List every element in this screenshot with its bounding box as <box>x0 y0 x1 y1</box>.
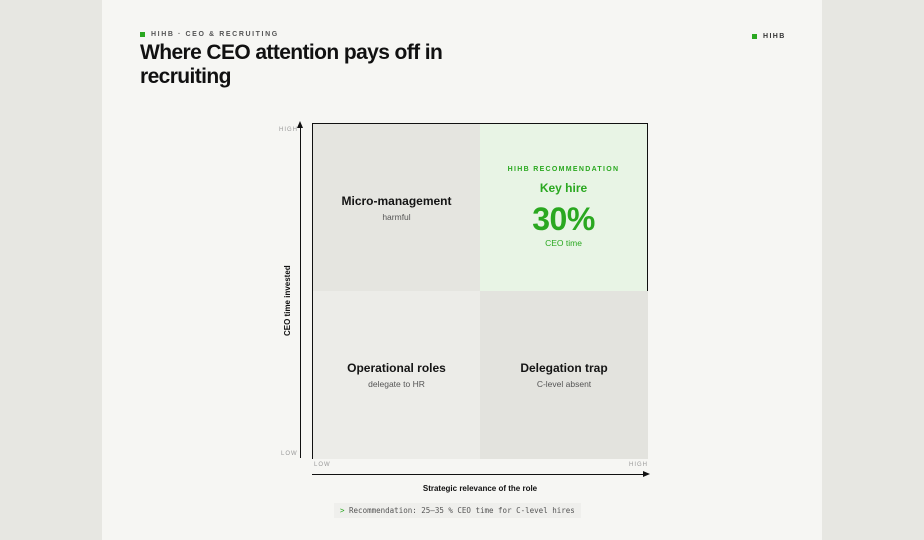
brand-square-icon <box>752 33 757 39</box>
recommendation-text: Recommendation: 25–35 % CEO time for C-l… <box>349 506 575 515</box>
quadrant-subtitle: C-level absent <box>536 379 592 389</box>
quadrant-title: Micro-management <box>341 194 452 208</box>
x-axis-high: HIGH <box>629 462 648 468</box>
eyebrow-text: HIHB · CEO & RECRUITING <box>151 31 279 38</box>
priority-matrix: Micro-management harmful HIHB RECOMMENDA… <box>312 123 648 459</box>
recommendation-callout: > Recommendation: 25–35 % CEO time for C… <box>334 503 581 518</box>
quadrant-operational-roles: Operational roles delegate to HR <box>312 291 480 459</box>
quadrant-title: Key hire <box>539 181 588 195</box>
eyebrow: HIHB · CEO & RECRUITING <box>140 31 279 38</box>
page-title: Where CEO attention pays off in recruiti… <box>140 41 443 88</box>
brand-mark: HIHB <box>752 33 786 40</box>
y-axis-label: CEO time invested <box>283 265 292 336</box>
prompt-icon: > <box>340 506 345 515</box>
y-axis-arrow-icon <box>297 121 303 128</box>
y-axis-low: LOW <box>281 451 298 457</box>
quadrant-subtitle: delegate to HR <box>368 379 425 389</box>
x-axis-arrow-icon <box>643 471 650 477</box>
y-axis-line <box>300 125 301 458</box>
quadrant-micro-management: Micro-management harmful <box>312 123 480 291</box>
brand-square-icon <box>140 31 145 37</box>
x-axis-low: LOW <box>314 462 331 468</box>
brand-text: HIHB <box>763 33 786 40</box>
recommendation-value: 30% <box>532 201 595 237</box>
quadrant-title: Delegation trap <box>520 361 608 375</box>
quadrant-title: Operational roles <box>347 361 446 375</box>
page: HIHB · CEO & RECRUITING Where CEO attent… <box>102 0 822 540</box>
x-axis-label: Strategic relevance of the role <box>422 484 538 493</box>
quadrant-delegation-trap: Delegation trap C-level absent <box>480 291 648 459</box>
quadrant-subtitle: harmful <box>382 212 411 222</box>
quadrant-key-hire: HIHB RECOMMENDATION Key hire 30% CEO tim… <box>480 123 648 291</box>
recommendation-label: HIHB RECOMMENDATION <box>507 166 620 173</box>
y-axis-high: HIGH <box>279 127 298 133</box>
quadrant-subtitle: CEO time <box>545 238 582 248</box>
x-axis-line <box>312 474 644 475</box>
